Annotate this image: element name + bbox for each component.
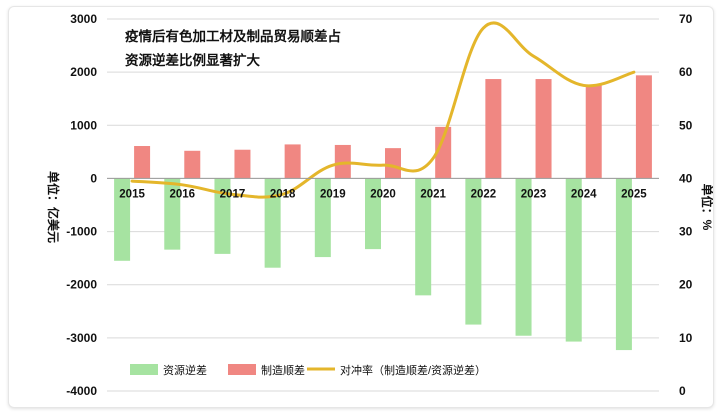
ratio-line-path xyxy=(130,21,636,199)
bar-manufacturing-surplus xyxy=(585,84,602,179)
right-axis-ticks: 70 60 50 40 30 20 10 0 xyxy=(679,12,693,398)
left-tick-label: 1000 xyxy=(70,118,97,132)
legend-swatch-resource-deficit xyxy=(130,364,158,375)
bars xyxy=(114,75,652,351)
right-tick-label: 0 xyxy=(679,384,686,398)
category-label: 2015 xyxy=(119,188,145,200)
right-tick-label: 60 xyxy=(679,65,693,79)
category-label: 2024 xyxy=(571,188,597,200)
bar-resource-deficit xyxy=(365,178,381,250)
bar-manufacturing-surplus xyxy=(485,79,502,179)
bar-manufacturing-surplus xyxy=(184,150,201,179)
bar-resource-deficit xyxy=(515,178,532,336)
category-label: 2025 xyxy=(621,188,647,200)
bar-resource-deficit xyxy=(615,178,632,351)
ratio-line xyxy=(130,21,636,199)
bar-manufacturing-surplus xyxy=(635,75,652,179)
legend-label-manufacturing-surplus: 制造顺差 xyxy=(261,363,305,377)
right-axis-title: 单位：% xyxy=(700,184,713,231)
bar-resource-deficit xyxy=(214,178,231,254)
right-tick-label: 10 xyxy=(679,331,693,345)
right-tick-label: 30 xyxy=(679,225,693,239)
chart-svg: 3000 2000 1000 0 -1000 -2000 -3000 -4000 70 60 50… xyxy=(46,12,715,398)
category-label: 2017 xyxy=(220,188,246,200)
left-axis-title: 单位：亿美元 xyxy=(46,171,61,243)
category-label: 2022 xyxy=(471,188,497,200)
bar-resource-deficit xyxy=(415,178,432,296)
chart-card: 3000 2000 1000 0 -1000 -2000 -3000 -4000 70 60 50… xyxy=(8,6,715,408)
left-tick-label: 2000 xyxy=(70,65,97,79)
left-tick-label: -2000 xyxy=(66,278,97,292)
bar-resource-deficit xyxy=(264,178,281,268)
right-tick-label: 40 xyxy=(679,171,693,185)
category-label: 2021 xyxy=(420,188,446,200)
legend-swatch-manufacturing-surplus xyxy=(228,364,256,375)
category-label: 2020 xyxy=(370,188,396,200)
bar-resource-deficit xyxy=(314,178,331,258)
bar-manufacturing-surplus xyxy=(385,148,401,179)
chart-title-line-2: 资源逆差比例显著扩大 xyxy=(125,52,260,68)
bar-resource-deficit xyxy=(465,178,482,325)
category-label: 2019 xyxy=(320,188,346,200)
bar-resource-deficit xyxy=(164,178,181,250)
bar-manufacturing-surplus xyxy=(134,146,151,179)
left-tick-label: -3000 xyxy=(66,331,97,345)
chart-title-line-1: 疫情后有色加工材及制品贸易顺差占 xyxy=(125,28,341,44)
legend-label-resource-deficit: 资源逆差 xyxy=(163,363,207,377)
left-tick-label: 3000 xyxy=(70,12,97,26)
category-label: 2018 xyxy=(270,188,296,200)
left-tick-label: 0 xyxy=(90,171,97,185)
bar-manufacturing-surplus xyxy=(435,126,452,179)
category-labels: 2015 2016 2017 2018 2019 2020 2021 2022 2023 2024… xyxy=(119,188,647,200)
bar-resource-deficit xyxy=(114,178,131,261)
bar-manufacturing-surplus xyxy=(284,144,301,179)
bar-resource-deficit xyxy=(565,178,582,342)
left-tick-label: -1000 xyxy=(66,225,97,239)
category-label: 2023 xyxy=(521,188,547,200)
left-tick-label: -4000 xyxy=(66,384,97,398)
bar-manufacturing-surplus xyxy=(535,79,552,179)
legend-label-hedge-ratio: 对冲率（制造顺差/资源逆差） xyxy=(340,363,486,377)
left-axis-ticks: 3000 2000 1000 0 -1000 -2000 -3000 -4000 xyxy=(66,12,97,398)
legend: 资源逆差 制造顺差 对冲率（制造顺差/资源逆差） xyxy=(130,363,486,377)
bar-manufacturing-surplus xyxy=(234,149,251,179)
category-label: 2016 xyxy=(169,188,195,200)
right-tick-label: 50 xyxy=(679,118,693,132)
right-tick-label: 20 xyxy=(679,278,693,292)
right-tick-label: 70 xyxy=(679,12,693,26)
bar-manufacturing-surplus xyxy=(334,144,351,179)
